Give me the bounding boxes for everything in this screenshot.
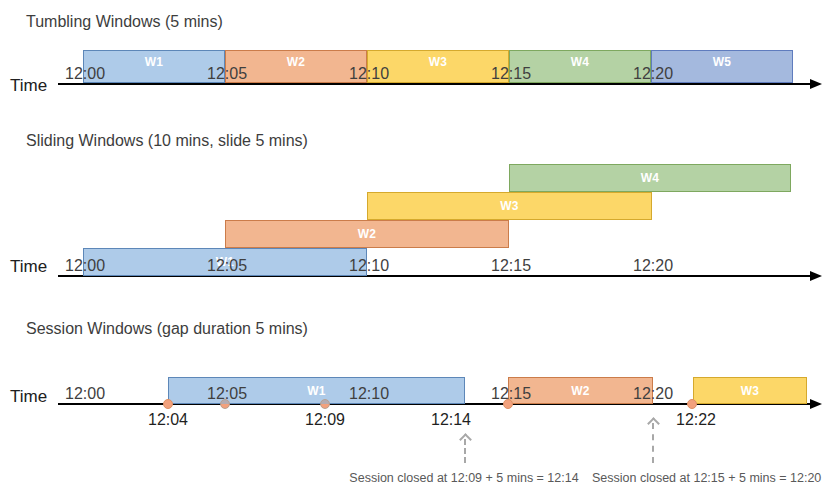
- tick-label: 12:15: [491, 257, 531, 275]
- session-section-title: Session Windows (gap duration 5 mins): [26, 320, 308, 338]
- session-axis-arrow-icon: [810, 399, 822, 409]
- window-label: W5: [713, 55, 732, 69]
- sliding-time-axis-label: Time: [10, 257, 47, 277]
- session-closed-annotation-2: Session closed at 12:15 + 5 mins = 12:20: [592, 471, 821, 485]
- tick-label: 12:00: [65, 257, 105, 275]
- tick-label: 12:10: [349, 385, 389, 403]
- tick-label: 12:05: [207, 257, 247, 275]
- tick-label: 12:20: [633, 257, 673, 275]
- session-closed-annotation-1: Session closed at 12:09 + 5 mins = 12:14: [349, 471, 578, 485]
- window-label: W3: [429, 55, 448, 69]
- tick-label: 12:10: [349, 257, 389, 275]
- window-label: W4: [641, 171, 660, 185]
- tick-label: 12:05: [207, 65, 247, 83]
- tick-label: 12:15: [491, 65, 531, 83]
- arrow-shaft: [652, 423, 654, 463]
- session-window-w3: W3: [693, 377, 807, 404]
- event-dot: [687, 399, 697, 409]
- window-label: W1: [145, 55, 164, 69]
- tick-label: 12:00: [65, 385, 105, 403]
- sliding-window-w3: W3: [367, 192, 652, 220]
- window-label: W4: [571, 55, 590, 69]
- event-time-label: 12:22: [676, 411, 716, 429]
- tick-label: 12:20: [633, 385, 673, 403]
- tumbling-axis-arrow-icon: [810, 79, 822, 89]
- sliding-window-w2: W2: [225, 220, 509, 248]
- event-time-label: 12:14: [431, 411, 471, 429]
- sliding-window-w4: W4: [509, 164, 791, 192]
- tick-label: 12:00: [65, 65, 105, 83]
- tick-label: 12:20: [633, 65, 673, 83]
- sliding-axis-arrow-icon: [810, 271, 822, 281]
- event-dot: [163, 399, 173, 409]
- windowing-diagram: Tumbling Windows (5 mins) Time W1 W2 W3 …: [0, 0, 829, 498]
- dashed-arrow-icon: [648, 419, 658, 463]
- event-dot: [503, 399, 513, 409]
- window-label: W3: [741, 384, 760, 398]
- event-dot: [320, 399, 330, 409]
- event-time-label: 12:09: [305, 411, 345, 429]
- arrow-shaft: [464, 439, 466, 463]
- tumbling-time-axis: [58, 83, 812, 85]
- dashed-arrow-icon: [460, 435, 470, 463]
- window-label: W2: [571, 384, 590, 398]
- window-label: W2: [358, 227, 377, 241]
- session-time-axis-label: Time: [10, 387, 47, 407]
- sliding-section-title: Sliding Windows (10 mins, slide 5 mins): [26, 132, 308, 150]
- event-time-label: 12:04: [148, 411, 188, 429]
- event-dot: [220, 399, 230, 409]
- tumbling-section-title: Tumbling Windows (5 mins): [26, 13, 223, 31]
- tick-label: 12:10: [349, 65, 389, 83]
- window-label: W3: [500, 199, 519, 213]
- window-label: W1: [307, 384, 326, 398]
- window-label: W2: [287, 55, 306, 69]
- tumbling-time-axis-label: Time: [10, 76, 47, 96]
